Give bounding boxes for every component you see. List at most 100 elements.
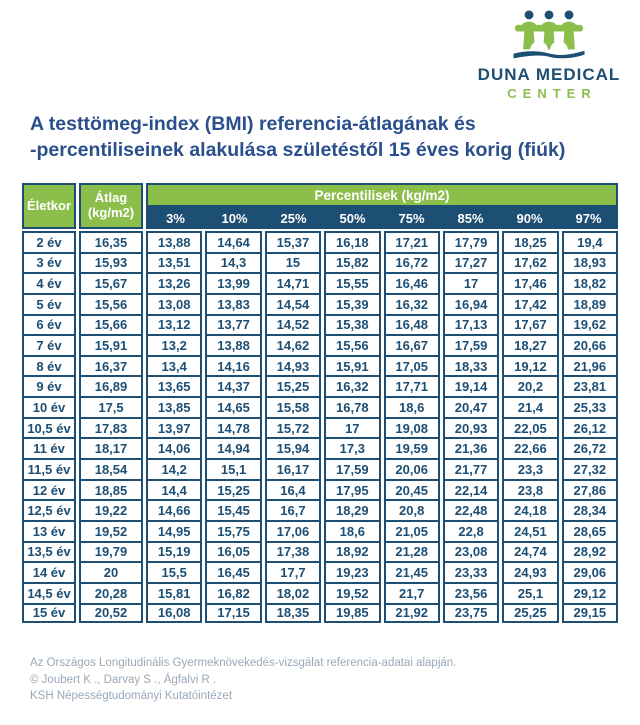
percentile-cell: 16,82: [205, 581, 262, 603]
percentile-cell: 19,08: [383, 416, 440, 438]
percentile-cell: 18,6: [324, 519, 381, 541]
percentile-cell: 15,56: [324, 334, 381, 355]
percentile-cell: 21,96: [561, 354, 618, 376]
age-cell: 7 év: [22, 334, 76, 355]
percentile-cell: 17,7: [264, 561, 322, 582]
percentile-cell: 13,77: [205, 313, 262, 335]
source-line3: KSH Népességtudományi Kutatóintézet: [30, 690, 233, 703]
percentile-cell: 17,13: [442, 313, 500, 335]
percentile-cell: 20,66: [561, 334, 618, 355]
percentile-cell: 15,25: [205, 478, 262, 500]
percentile-cell: 18,33: [442, 354, 500, 376]
percentile-cell: 15,75: [205, 519, 262, 541]
percentile-cell: 14,54: [264, 292, 322, 314]
percentile-cell: 24,74: [502, 540, 559, 562]
age-cell: 12 év: [22, 478, 76, 500]
percentile-cell: 21,7: [383, 581, 440, 603]
percentile-cell: 29,15: [561, 602, 618, 624]
percentile-cell: 19,59: [383, 437, 440, 459]
age-cell: 4 év: [22, 272, 76, 293]
mean-header-line2: (kg/m2): [87, 205, 135, 220]
percentiles-header-group: Percentilisek (kg/m2) 3% 10% 25% 50% 75%…: [146, 183, 618, 229]
percentile-cell: 22,05: [502, 416, 559, 438]
percentile-cell: 19,62: [561, 313, 618, 335]
table-row: 12 év 18,85 14,4 15,25 16,4 17,95 20,45 …: [22, 478, 618, 500]
percentile-cell: 16,46: [383, 272, 440, 293]
percentile-cell: 13,85: [146, 396, 203, 417]
percentile-cell: 16,4: [264, 478, 322, 500]
percentile-cell: 15,25: [264, 375, 322, 397]
percentile-cell: 14,65: [205, 396, 262, 417]
percentile-cell: 26,72: [561, 437, 618, 459]
percentile-cell: 17,59: [324, 458, 381, 479]
mean-cell: 18,85: [79, 478, 143, 500]
age-cell: 11,5 év: [22, 458, 76, 479]
percentile-cell: 16,32: [383, 292, 440, 314]
percentile-cell: 23,8: [502, 478, 559, 500]
percentile-cell: 20,8: [383, 499, 440, 520]
percentile-column-header: 10%: [221, 210, 248, 226]
percentile-cell: 20,06: [383, 458, 440, 479]
percentile-cell: 17,27: [442, 251, 500, 273]
age-cell: 14,5 év: [22, 581, 76, 603]
percentile-cell: 14,3: [205, 251, 262, 273]
mean-cell: 20,52: [79, 602, 143, 624]
mean-cell: 15,66: [79, 313, 143, 335]
percentile-cell: 16,67: [383, 334, 440, 355]
table-row: 11 év 18,17 14,06 14,94 15,94 17,3 19,59…: [22, 437, 618, 459]
table-row: 13 év 19,52 14,95 15,75 17,06 18,6 21,05…: [22, 519, 618, 541]
percentile-cell: 28,92: [561, 540, 618, 562]
percentile-cell: 28,34: [561, 499, 618, 520]
percentile-cell: 14,16: [205, 354, 262, 376]
page-title: A testtömeg-index (BMI) referencia-átlag…: [30, 111, 620, 164]
percentile-cell: 22,48: [442, 499, 500, 520]
percentile-cell: 13,88: [146, 231, 203, 252]
age-cell: 3 év: [22, 251, 76, 273]
bridge-logo-icon: [512, 10, 586, 59]
percentile-cell: 17,15: [205, 602, 262, 624]
percentile-cell: 13,08: [146, 292, 203, 314]
percentile-cell: 23,81: [561, 375, 618, 397]
percentile-cell: 23,3: [502, 458, 559, 479]
percentile-cell: 17,79: [442, 231, 500, 252]
percentile-cell: 19,85: [324, 602, 381, 624]
mean-cell: 16,37: [79, 354, 143, 376]
percentile-cell: 15,45: [205, 499, 262, 520]
percentile-cell: 14,71: [264, 272, 322, 293]
percentile-cell: 17,46: [502, 272, 559, 293]
percentile-cell: 21,45: [383, 561, 440, 582]
percentile-cell: 28,65: [561, 519, 618, 541]
percentile-column-header: 90%: [516, 210, 543, 226]
percentile-cell: 13,51: [146, 251, 203, 273]
mean-cell: 16,89: [79, 375, 143, 397]
percentile-cell: 16,48: [383, 313, 440, 335]
percentile-cell: 21,92: [383, 602, 440, 624]
percentile-cell: 23,56: [442, 581, 500, 603]
percentile-cell: 15,5: [146, 561, 203, 582]
table-row: 8 év 16,37 13,4 14,16 14,93 15,91 17,05 …: [22, 354, 618, 376]
mean-cell: 19,22: [79, 499, 143, 520]
mean-column-header: Átlag (kg/m2): [79, 183, 143, 229]
table-row: 2 év 16,35 13,88 14,64 15,37 16,18 17,21…: [22, 231, 618, 252]
percentile-cell: 15,91: [324, 354, 381, 376]
percentile-cell: 23,33: [442, 561, 500, 582]
age-cell: 11 év: [22, 437, 76, 459]
percentile-cell: 15,39: [324, 292, 381, 314]
percentile-cell: 19,23: [324, 561, 381, 582]
percentile-cell: 15,72: [264, 416, 322, 438]
percentile-cell: 15: [264, 251, 322, 273]
table-row: 5 év 15,56 13,08 13,83 14,54 15,39 16,32…: [22, 292, 618, 314]
percentile-cell: 27,86: [561, 478, 618, 500]
percentile-cell: 14,64: [205, 231, 262, 252]
percentile-cell: 15,19: [146, 540, 203, 562]
age-cell: 2 év: [22, 231, 76, 252]
percentile-cell: 18,29: [324, 499, 381, 520]
age-cell: 10,5 év: [22, 416, 76, 438]
percentile-cell: 25,1: [502, 581, 559, 603]
mean-cell: 15,91: [79, 334, 143, 355]
mean-cell: 17,83: [79, 416, 143, 438]
bmi-reference-table: Életkor Átlag (kg/m2) Percentilisek (kg/…: [22, 183, 618, 624]
percentile-cell: 16,72: [383, 251, 440, 273]
percentile-cell: 13,65: [146, 375, 203, 397]
percentile-cell: 19,4: [561, 231, 618, 252]
